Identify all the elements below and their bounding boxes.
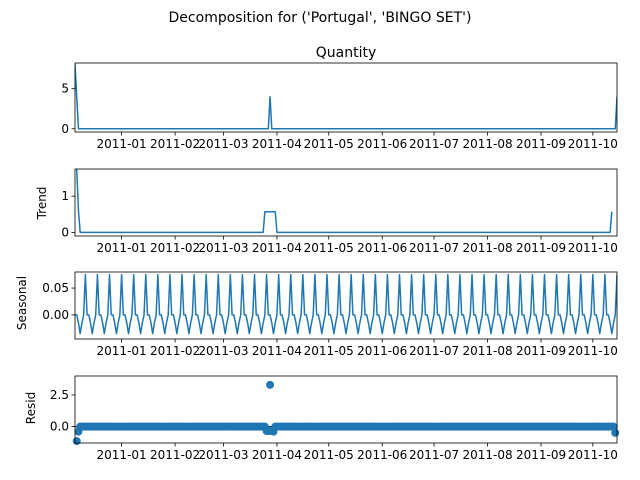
x-tick-label: 2011-05 (304, 344, 354, 358)
axes-frame-resid (74, 375, 618, 444)
x-tick-label: 2011-04 (252, 137, 302, 151)
panel-title-quantity: Quantity (316, 45, 377, 61)
x-tick-label: 2011-05 (304, 137, 354, 151)
y-tick-label: 0 (61, 122, 69, 136)
axes-frame-seasonal (74, 271, 618, 340)
x-tick-label: 2011-08 (462, 137, 512, 151)
x-tick-label: 2011-02 (150, 448, 200, 462)
x-tick-label: 2011-04 (252, 241, 302, 255)
x-tick-label: 2011-03 (198, 344, 248, 358)
y-tick-label: 0.0 (50, 420, 69, 434)
x-tick-label: 2011-06 (357, 448, 407, 462)
ylabel-resid: Resid (24, 392, 38, 424)
x-tick-label: 2011-01 (97, 448, 147, 462)
y-tick-label: 1 (61, 189, 69, 203)
x-tick-label: 2011-09 (516, 344, 566, 358)
resid-point (609, 422, 618, 431)
y-tick-label: 2.5 (50, 388, 69, 402)
x-tick-label: 2011-09 (516, 137, 566, 151)
x-tick-label: 2011-05 (304, 448, 354, 462)
x-tick-label: 2011-08 (462, 344, 512, 358)
resid-point (72, 437, 81, 446)
x-tick-label: 2011-02 (150, 241, 200, 255)
series-line-trend (75, 169, 613, 234)
x-tick-label: 2011-09 (516, 448, 566, 462)
x-tick-label: 2011-03 (198, 137, 248, 151)
x-tick-label: 2011-06 (357, 344, 407, 358)
y-tick-label: 0 (61, 225, 69, 239)
x-tick-label: 2011-01 (97, 344, 147, 358)
x-tick-label: 2011-08 (462, 241, 512, 255)
x-tick-label: 2011-05 (304, 241, 354, 255)
x-tick-label: 2011-07 (409, 448, 459, 462)
x-tick-label: 2011-04 (252, 344, 302, 358)
x-tick-label: 2011-04 (252, 448, 302, 462)
axes-frame-quantity (74, 62, 618, 133)
x-tick-label: 2011-10 (568, 448, 618, 462)
x-tick-label: 2011-07 (409, 344, 459, 358)
x-tick-label: 2011-06 (357, 241, 407, 255)
y-tick-label: 0.00 (42, 308, 69, 322)
x-tick-label: 2011-01 (97, 241, 147, 255)
x-tick-label: 2011-07 (409, 241, 459, 255)
ylabel-trend: Trend (35, 187, 49, 221)
x-tick-label: 2011-07 (409, 137, 459, 151)
x-tick-label: 2011-06 (357, 137, 407, 151)
x-tick-label: 2011-02 (150, 344, 200, 358)
series-line-quantity (75, 64, 617, 130)
x-tick-label: 2011-03 (198, 241, 248, 255)
series-line-seasonal (75, 273, 617, 335)
x-tick-label: 2011-08 (462, 448, 512, 462)
x-tick-label: 2011-10 (568, 344, 618, 358)
x-tick-label: 2011-09 (516, 241, 566, 255)
figure-suptitle: Decomposition for ('Portugal', 'BINGO SE… (169, 10, 472, 26)
x-tick-label: 2011-02 (150, 137, 200, 151)
resid-point (266, 380, 275, 389)
y-tick-label: 0.05 (42, 281, 69, 295)
x-tick-label: 2011-10 (568, 137, 618, 151)
x-tick-label: 2011-10 (568, 241, 618, 255)
x-tick-label: 2011-03 (198, 448, 248, 462)
resid-point (611, 428, 620, 437)
y-tick-label: 5 (61, 82, 69, 96)
axes-frame-trend (74, 168, 618, 237)
ylabel-seasonal: Seasonal (15, 276, 29, 330)
x-tick-label: 2011-01 (97, 137, 147, 151)
